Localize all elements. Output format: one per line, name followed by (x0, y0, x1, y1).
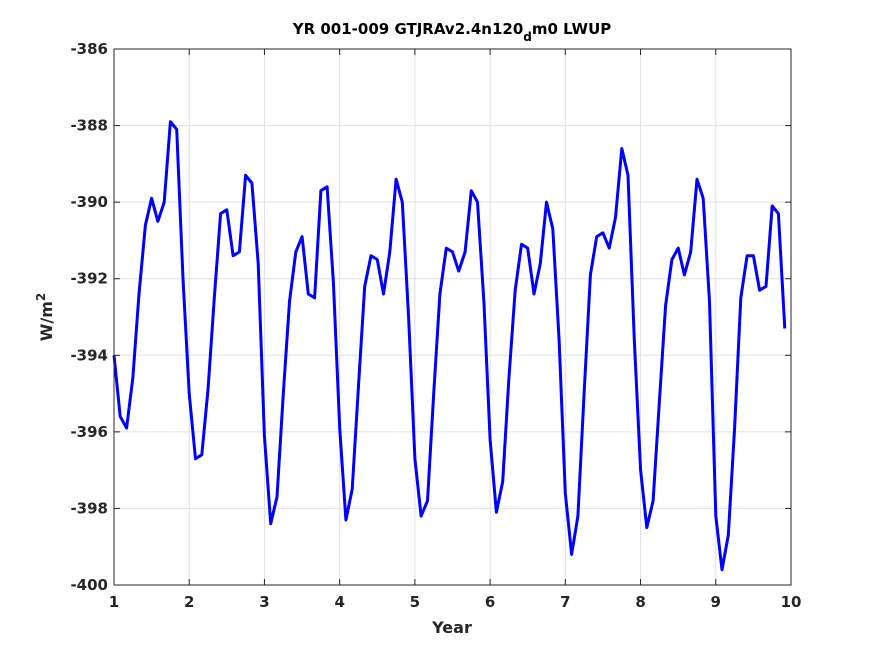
plot-area (114, 49, 791, 585)
y-tick-label: -396 (70, 423, 108, 441)
x-tick-label: 1 (109, 593, 119, 611)
series-layer (112, 120, 787, 572)
tick-labels: 1 2 3 4 5 6 7 8 9 10 -386 -388 -390 -392 -394 -396 -398 -… (70, 40, 801, 611)
y-axis-label-superscript: 2 (34, 293, 48, 301)
x-tick-label: 8 (635, 593, 645, 611)
x-tick-label: 6 (485, 593, 495, 611)
y-tick-label: -392 (70, 270, 108, 288)
plot-frame (113, 48, 792, 586)
x-axis-label: Year (431, 618, 472, 637)
x-tick-label: 7 (560, 593, 570, 611)
y-tick-label: -390 (70, 193, 108, 211)
x-tick-label: 10 (781, 593, 802, 611)
y-tick-label: -394 (70, 346, 108, 364)
chart-title-main: YR 001-009 GTJRAv2.4n120 (292, 20, 524, 38)
x-tick-label: 2 (184, 593, 194, 611)
x-tick-label: 4 (334, 593, 344, 611)
y-tick-label: -400 (70, 576, 108, 594)
chart-title: YR 001-009 GTJRAv2.4n120dm0 LWUP (292, 20, 612, 44)
x-tick-label: 3 (259, 593, 269, 611)
y-tick-label: -388 (70, 117, 108, 135)
x-tick-label: 5 (410, 593, 420, 611)
axis-ticks (113, 48, 792, 586)
series-line (112, 120, 787, 572)
chart-title-subscript: d (523, 30, 532, 44)
x-tick-label: 9 (711, 593, 721, 611)
y-tick-label: -398 (70, 499, 108, 517)
y-tick-label: -386 (70, 40, 108, 58)
y-axis-label: W/m2 (34, 293, 56, 342)
chart-title-suffix: m0 LWUP (532, 20, 611, 38)
y-axis-label-base: W/m (37, 301, 56, 341)
